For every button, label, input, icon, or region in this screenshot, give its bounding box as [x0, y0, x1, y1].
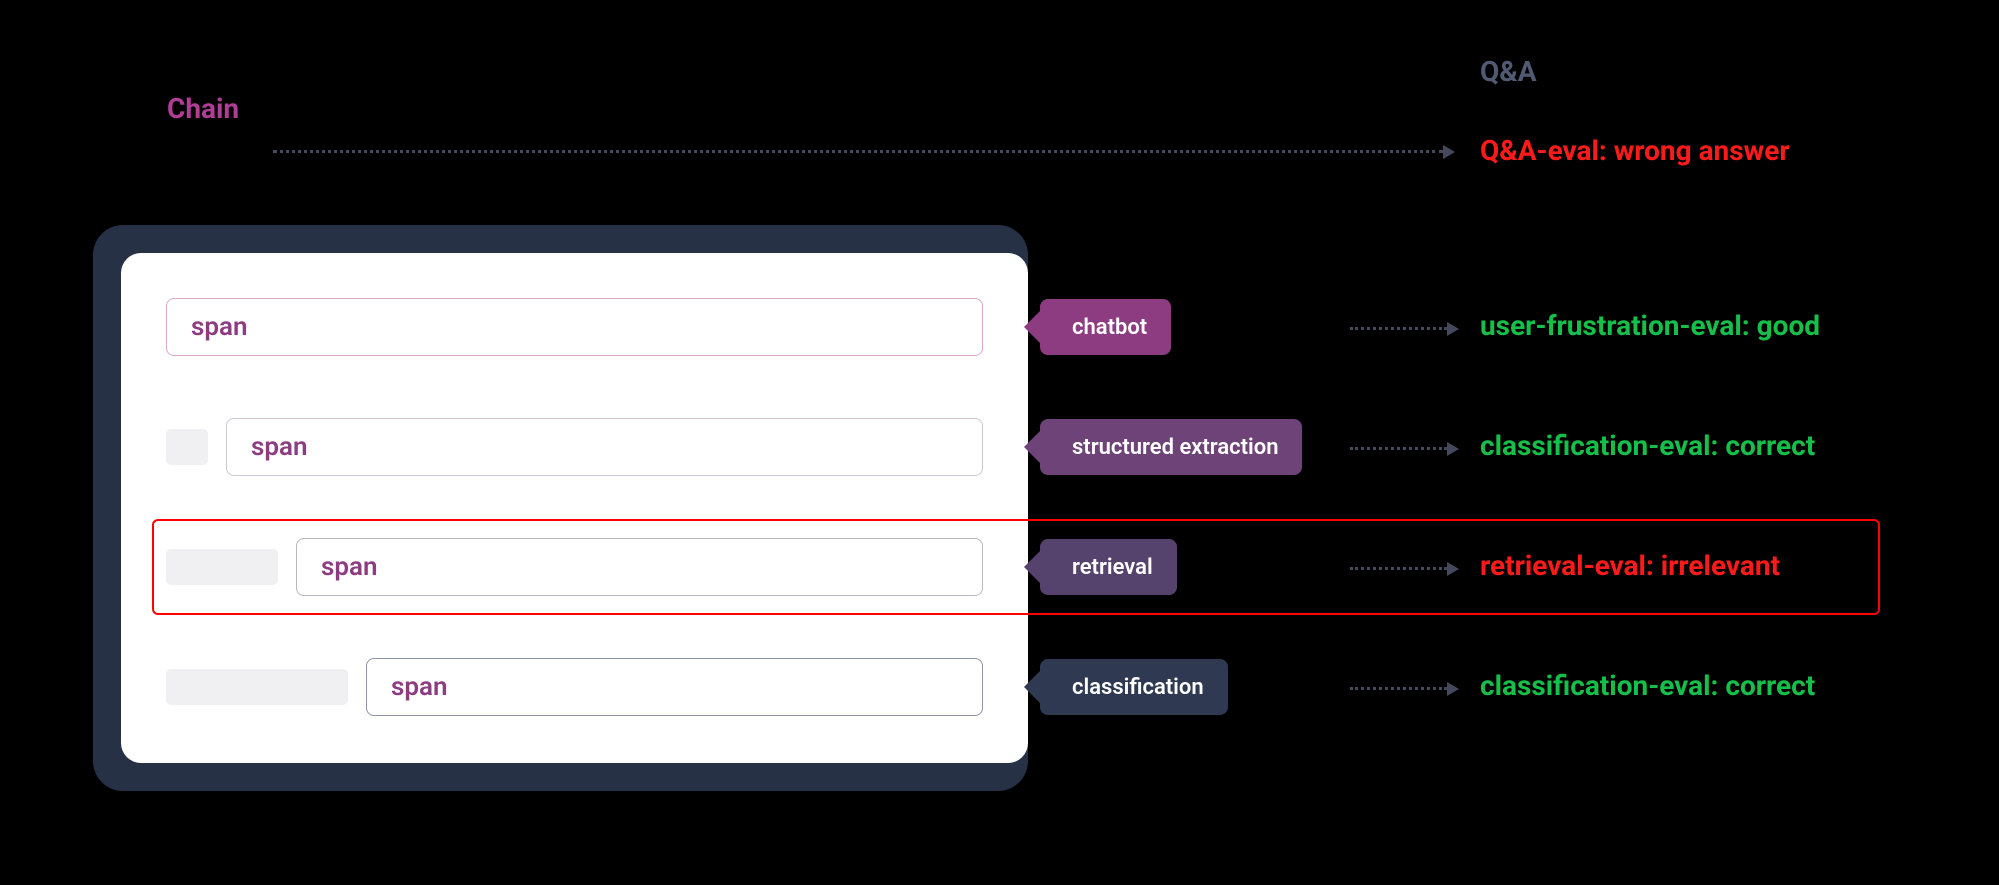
- indent-block: [166, 429, 208, 465]
- span-tag: classification: [1040, 659, 1228, 715]
- qa-label: Q&A: [1480, 55, 1537, 88]
- span-box: span: [166, 298, 983, 356]
- qa-eval-result: Q&A-eval: wrong answer: [1480, 134, 1790, 167]
- chain-eval-diagram: Chain Q&A Q&A-eval: wrong answer span spa…: [0, 0, 1999, 885]
- trace-panel: spanspanspanspan: [93, 225, 1028, 791]
- span-box: span: [226, 418, 983, 476]
- chain-arrow: [273, 150, 1443, 153]
- span-row: span: [166, 297, 983, 357]
- indent-block: [166, 669, 348, 705]
- eval-arrow: [1350, 447, 1447, 450]
- span-tag: structured extraction: [1040, 419, 1302, 475]
- eval-result: user-frustration-eval: good: [1480, 309, 1820, 342]
- span-row: span: [166, 657, 983, 717]
- eval-arrow: [1350, 687, 1447, 690]
- span-tag: chatbot: [1040, 299, 1171, 355]
- eval-arrow: [1350, 327, 1447, 330]
- span-row: span: [166, 417, 983, 477]
- error-highlight-box: [152, 519, 1880, 615]
- eval-result: classification-eval: correct: [1480, 669, 1815, 702]
- eval-result: classification-eval: correct: [1480, 429, 1815, 462]
- trace-panel-inner: spanspanspanspan: [121, 253, 1028, 763]
- chain-label: Chain: [167, 92, 239, 125]
- span-box: span: [366, 658, 983, 716]
